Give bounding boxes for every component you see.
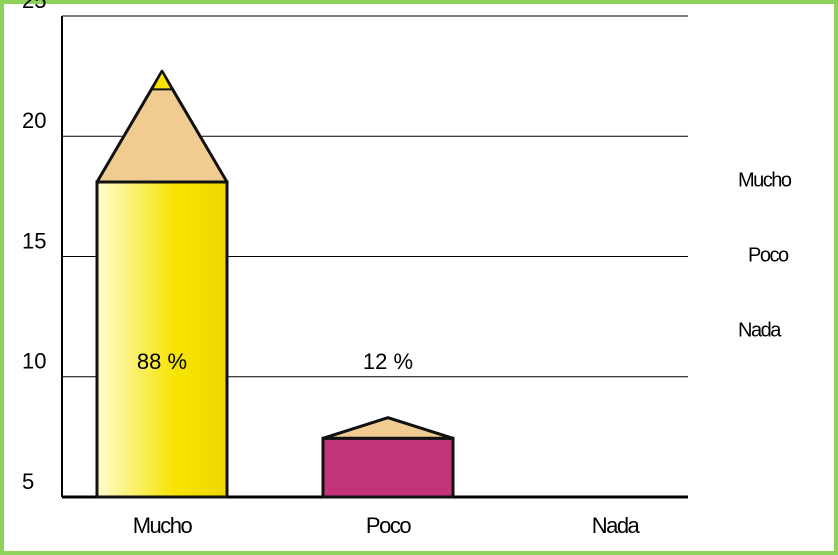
x-tick-label: Poco: [366, 513, 411, 538]
pencil-part: [95, 69, 229, 184]
pencil-part: [95, 180, 229, 499]
pencil: [95, 69, 229, 499]
x-tick-label: Mucho: [133, 513, 193, 538]
x-tick-label: Nada: [592, 513, 641, 538]
y-tick-label: 25: [22, 0, 46, 13]
pencil-part: [321, 436, 455, 499]
y-tick-label: 10: [22, 349, 46, 374]
data-label: 88 %: [137, 349, 187, 374]
pencil-part: [321, 416, 455, 440]
y-tick-label: 15: [22, 228, 46, 253]
legend-label: Mucho: [738, 169, 792, 191]
pencil: [321, 416, 455, 499]
data-label: 12 %: [363, 349, 413, 374]
y-tick-label: 20: [22, 108, 46, 133]
legend-label: Poco: [748, 244, 789, 266]
y-tick-label: 5: [22, 469, 34, 494]
legend-label: Nada: [738, 319, 782, 341]
pencil-part: [150, 69, 174, 91]
